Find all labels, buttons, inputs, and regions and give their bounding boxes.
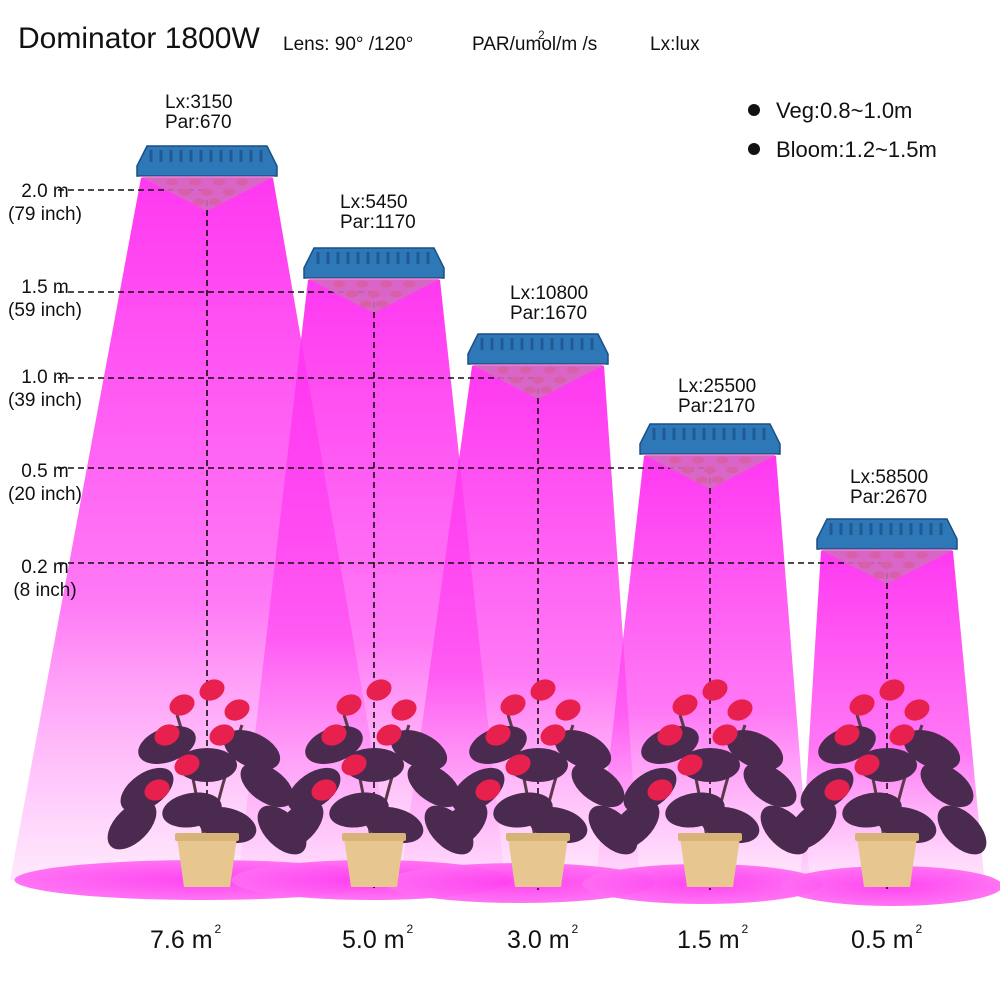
area-value: 1.5 m [677,926,740,954]
lens-info: Lens: 90° /120° [283,34,414,55]
grow-lamp-icon [467,333,609,398]
area-superscript: 2 [915,922,923,936]
par-value: Par:1170 [340,212,416,233]
legend-veg: Veg:0.8~1.0m [748,98,912,124]
lux-value: Lx:10800 [510,283,589,304]
height-label-1-5m: 1.5 m (59 inch) [0,276,90,322]
light-beam [800,551,985,886]
height-label-0-2m: 0.2 m (8 inch) [0,556,90,602]
legend-bullet-icon [748,104,760,117]
area-value: 5.0 m [342,926,405,954]
height-inches: (20 inch) [8,484,82,505]
height-meters: 1.5 m [21,277,69,298]
par-value: Par:2170 [678,396,756,417]
par-unit: PAR/umol/m /s 2 [472,28,598,56]
height-meters: 0.2 m [21,557,69,578]
lux-value: Lx:25500 [678,376,757,397]
height-meters: 1.0 m [21,367,69,388]
grow-lamp-icon [639,423,781,488]
area-superscript: 2 [571,922,579,936]
height-label-2m: 2.0 m (79 inch) [0,180,90,226]
par-value: Par:670 [165,112,232,133]
reading-2m: Lx:3150 Par:670 [165,93,233,133]
grow-lamp-icon [303,247,445,312]
product-title: Dominator 1800W [18,22,260,55]
lux-unit: Lx:lux [650,34,700,55]
height-inches: (39 inch) [8,390,82,411]
lux-value: Lx:58500 [850,467,929,488]
plant-icon [787,679,987,887]
par-value: Par:2670 [850,487,928,508]
reading-0-2m: Lx:58500 Par:2670 [850,468,928,508]
area-value: 3.0 m [507,926,570,954]
legend-bloom: Bloom:1.2~1.5m [748,137,937,163]
lux-value: Lx:3150 [165,92,233,113]
area-superscript: 2 [214,922,222,936]
par-unit-superscript: 2 [538,28,545,42]
area-value: 0.5 m [851,926,914,954]
height-inches: (8 inch) [13,580,77,601]
plant-icon [610,679,810,887]
reading-1m: Lx:10800 Par:1670 [510,284,588,324]
reading-1-5m: Lx:5450 Par:1170 [340,193,416,233]
grow-lamp-icon [816,518,958,583]
reading-0-5m: Lx:25500 Par:2170 [678,377,756,417]
height-label-0-5m: 0.5 m (20 inch) [0,460,90,506]
par-unit-text: PAR/umol/m /s [472,34,598,55]
legend-bloom-label: Bloom:1.2~1.5m [776,137,937,162]
area-superscript: 2 [741,922,749,936]
par-value: Par:1670 [510,303,588,324]
legend-bullet-icon [748,143,760,156]
height-inches: (59 inch) [8,300,82,321]
height-meters: 2.0 m [21,181,69,202]
height-label-1m: 1.0 m (39 inch) [0,366,90,412]
height-inches: (79 inch) [8,204,82,225]
height-meters: 0.5 m [21,461,69,482]
grow-lamp-icon [136,145,278,210]
legend-veg-label: Veg:0.8~1.0m [776,98,913,123]
area-superscript: 2 [406,922,414,936]
lux-value: Lx:5450 [340,192,408,213]
area-value: 7.6 m [150,926,213,954]
